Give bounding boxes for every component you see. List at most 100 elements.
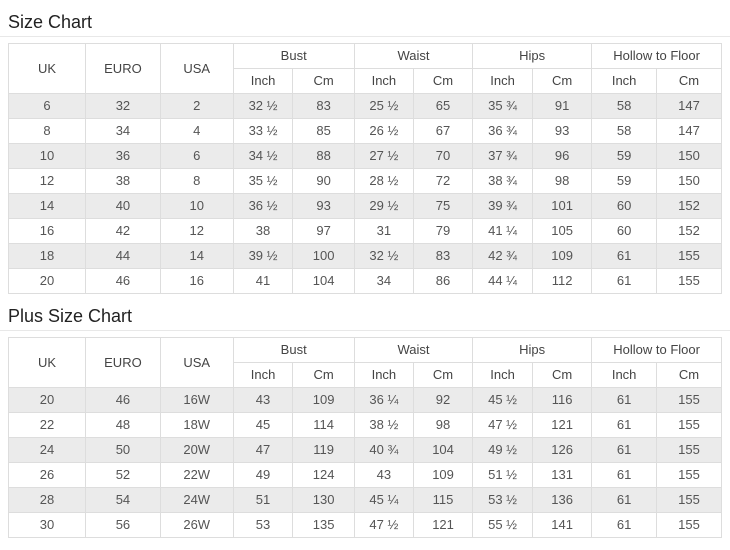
table-row: 12 38 8 35 ½ 90 28 ½ 72 38 ¾ 98 59 150 [8, 168, 722, 194]
table-cell: 46 [85, 268, 161, 294]
table-cell: 114 [292, 412, 355, 438]
table-cell: 136 [532, 487, 593, 513]
table-cell: 20 [8, 268, 86, 294]
column-header-usa: USA [159, 43, 234, 94]
table-cell: 65 [412, 93, 474, 119]
table-cell: 53 ½ [472, 487, 534, 513]
table-cell: 61 [591, 462, 658, 488]
table-cell: 43 [353, 462, 414, 488]
table-cell: 48 [85, 412, 161, 438]
size-chart-page: Size Chart UK EURO USA Bust Waist Hips H… [0, 12, 730, 538]
table-cell: 124 [292, 462, 355, 488]
column-header-hollow-cm: Cm [656, 362, 722, 388]
table-cell: 79 [412, 218, 474, 244]
table-cell: 86 [412, 268, 474, 294]
table-cell: 26W [159, 512, 234, 538]
table-cell: 6 [8, 93, 86, 119]
table-cell: 36 [85, 143, 161, 169]
table-cell: 85 [292, 118, 355, 144]
table-row: 20 46 16W 43 109 36 ¼ 92 45 ½ 116 61 155 [8, 387, 722, 413]
column-header-hips-inch: Inch [472, 68, 534, 94]
table-cell: 22W [159, 462, 234, 488]
table-cell: 96 [532, 143, 593, 169]
table-cell: 41 [232, 268, 294, 294]
column-header-bust-inch: Inch [232, 68, 294, 94]
table-cell: 97 [292, 218, 355, 244]
table-cell: 45 ½ [472, 387, 534, 413]
table-cell: 155 [656, 412, 722, 438]
header-row-units: Inch Cm Inch Cm Inch Cm Inch Cm [9, 362, 722, 388]
column-header-bust-cm: Cm [292, 68, 355, 94]
column-header-hollow-inch: Inch [591, 362, 658, 388]
table-cell: 27 ½ [353, 143, 414, 169]
table-cell: 37 ¾ [472, 143, 534, 169]
table-cell: 14 [8, 193, 86, 219]
column-header-waist: Waist [353, 43, 474, 69]
table-cell: 58 [591, 118, 658, 144]
table-cell: 90 [292, 168, 355, 194]
header-row-units: Inch Cm Inch Cm Inch Cm Inch Cm [9, 68, 722, 94]
table-cell: 131 [532, 462, 593, 488]
table-cell: 75 [412, 193, 474, 219]
table-cell: 130 [292, 487, 355, 513]
table-cell: 126 [532, 437, 593, 463]
table-cell: 150 [656, 168, 722, 194]
table-cell: 104 [412, 437, 474, 463]
table-cell: 109 [532, 243, 593, 269]
table-cell: 98 [532, 168, 593, 194]
table-cell: 31 [353, 218, 414, 244]
table-cell: 61 [591, 268, 658, 294]
plus-size-chart-table: UK EURO USA Bust Waist Hips Hollow to Fl… [8, 337, 722, 538]
table-row: 28 54 24W 51 130 45 ¼ 115 53 ½ 136 61 155 [8, 487, 722, 513]
table-row: 16 42 12 38 97 31 79 41 ¼ 105 60 152 [8, 218, 722, 244]
column-header-hips-cm: Cm [532, 362, 593, 388]
table-cell: 93 [292, 193, 355, 219]
table-cell: 26 ½ [353, 118, 414, 144]
table-header: UK EURO USA Bust Waist Hips Hollow to Fl… [8, 43, 722, 94]
column-header-hips-cm: Cm [532, 68, 593, 94]
column-header-euro: EURO [85, 43, 161, 94]
table-cell: 24W [159, 487, 234, 513]
table-cell: 10 [8, 143, 86, 169]
table-cell: 35 ½ [232, 168, 294, 194]
column-header-hips-inch: Inch [472, 362, 534, 388]
table-cell: 88 [292, 143, 355, 169]
table-cell: 38 [232, 218, 294, 244]
table-cell: 34 [85, 118, 161, 144]
table-cell: 61 [591, 512, 658, 538]
table-cell: 51 [232, 487, 294, 513]
table-cell: 22 [8, 412, 86, 438]
table-cell: 147 [656, 93, 722, 119]
table-row: 6 32 2 32 ½ 83 25 ½ 65 35 ¾ 91 58 147 [8, 93, 722, 119]
column-header-hollow-cm: Cm [656, 68, 722, 94]
table-cell: 52 [85, 462, 161, 488]
table-cell: 12 [8, 168, 86, 194]
table-cell: 26 [8, 462, 86, 488]
table-cell: 59 [591, 143, 658, 169]
plus-size-chart-section: Plus Size Chart UK EURO USA Bust Waist H… [0, 306, 730, 538]
table-cell: 93 [532, 118, 593, 144]
column-header-usa: USA [159, 337, 234, 388]
table-cell: 16 [8, 218, 86, 244]
column-header-bust-inch: Inch [232, 362, 294, 388]
column-header-bust: Bust [232, 43, 355, 69]
table-cell: 42 [85, 218, 161, 244]
table-cell: 98 [412, 412, 474, 438]
table-cell: 61 [591, 387, 658, 413]
table-cell: 104 [292, 268, 355, 294]
table-cell: 43 [232, 387, 294, 413]
table-cell: 83 [412, 243, 474, 269]
column-header-waist-inch: Inch [353, 68, 414, 94]
table-cell: 35 ¾ [472, 93, 534, 119]
table-cell: 14 [159, 243, 234, 269]
table-cell: 38 [85, 168, 161, 194]
table-cell: 59 [591, 168, 658, 194]
table-cell: 38 ¾ [472, 168, 534, 194]
table-cell: 16W [159, 387, 234, 413]
column-header-waist-cm: Cm [412, 362, 474, 388]
table-cell: 115 [412, 487, 474, 513]
table-body: 20 46 16W 43 109 36 ¼ 92 45 ½ 116 61 155 22 48 18W 45 1… [8, 387, 722, 538]
table-cell: 152 [656, 218, 722, 244]
table-row: 20 46 16 41 104 34 86 44 ¼ 112 61 155 [8, 268, 722, 294]
table-cell: 91 [532, 93, 593, 119]
